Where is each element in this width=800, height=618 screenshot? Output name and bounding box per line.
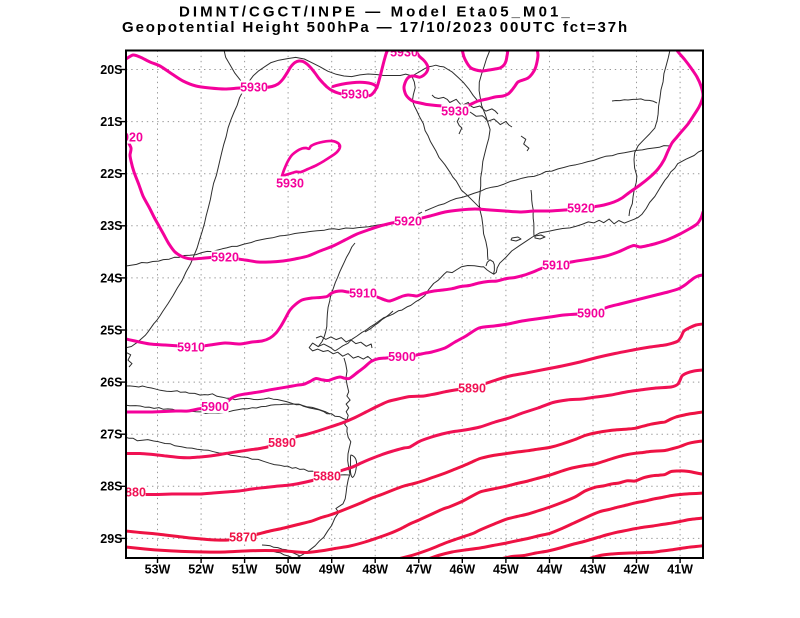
svg-text:DIMNT/CGCT/INPE — Model Eta05: DIMNT/CGCT/INPE — Model Eta05_M01_ — [179, 4, 573, 21]
svg-text:49W: 49W — [319, 563, 345, 577]
svg-text:5900: 5900 — [201, 400, 229, 414]
svg-text:44W: 44W — [537, 563, 563, 577]
svg-text:29S: 29S — [100, 532, 122, 546]
svg-text:43W: 43W — [580, 563, 606, 577]
svg-text:5910: 5910 — [349, 286, 377, 300]
svg-text:5900: 5900 — [577, 306, 605, 320]
svg-text:5920: 5920 — [567, 201, 595, 215]
svg-text:Geopotential Height 500hPa —: Geopotential Height 500hPa — 17/10/2023 … — [122, 19, 629, 36]
svg-text:5880: 5880 — [118, 485, 146, 499]
svg-text:5930: 5930 — [276, 176, 304, 190]
svg-text:5920: 5920 — [394, 214, 422, 228]
svg-text:23S: 23S — [100, 219, 122, 233]
svg-text:53W: 53W — [145, 563, 171, 577]
svg-text:45W: 45W — [493, 563, 519, 577]
svg-text:51W: 51W — [232, 563, 258, 577]
svg-text:5920: 5920 — [211, 250, 239, 264]
svg-text:41W: 41W — [667, 563, 693, 577]
svg-text:5930: 5930 — [390, 45, 418, 59]
svg-text:5900: 5900 — [388, 350, 416, 364]
svg-text:5930: 5930 — [441, 104, 469, 118]
svg-text:48W: 48W — [362, 563, 388, 577]
svg-text:47W: 47W — [406, 563, 432, 577]
svg-text:5930: 5930 — [240, 80, 268, 94]
svg-text:42W: 42W — [624, 563, 650, 577]
svg-text:5890: 5890 — [458, 381, 486, 395]
svg-text:25S: 25S — [100, 323, 122, 337]
svg-text:26S: 26S — [100, 376, 122, 390]
svg-text:22S: 22S — [100, 167, 122, 181]
svg-text:5890: 5890 — [268, 436, 296, 450]
svg-text:24S: 24S — [100, 271, 122, 285]
svg-text:21S: 21S — [100, 115, 122, 129]
svg-text:5920: 5920 — [115, 130, 143, 144]
svg-text:52W: 52W — [188, 563, 214, 577]
svg-text:5930: 5930 — [341, 87, 369, 101]
svg-text:5910: 5910 — [177, 340, 205, 354]
svg-text:28S: 28S — [100, 480, 122, 494]
svg-text:5880: 5880 — [313, 469, 341, 483]
svg-text:46W: 46W — [449, 563, 475, 577]
svg-text:50W: 50W — [275, 563, 301, 577]
svg-text:5910: 5910 — [542, 258, 570, 272]
svg-text:27S: 27S — [100, 428, 122, 442]
svg-text:5870: 5870 — [229, 530, 257, 544]
svg-text:20S: 20S — [100, 63, 122, 77]
